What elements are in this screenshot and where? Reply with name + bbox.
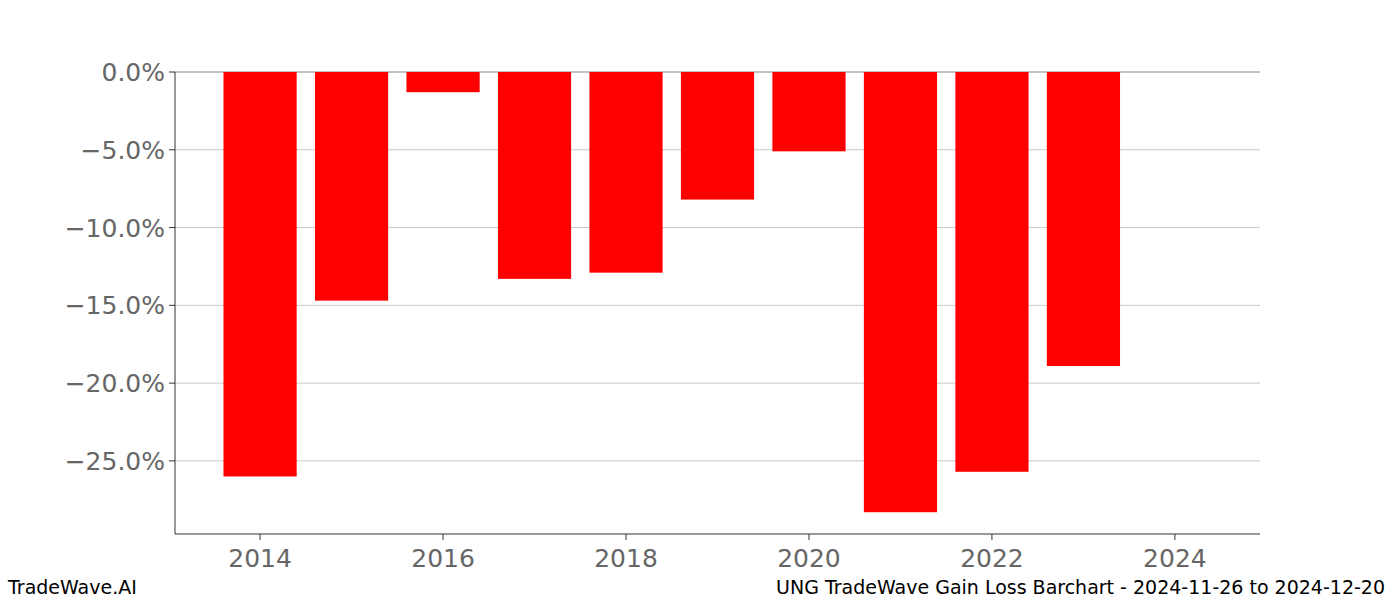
y-tick [169,227,175,228]
bar [406,72,479,92]
bar [955,72,1028,472]
grid-line [175,460,1260,461]
bar [315,72,388,301]
title: UNG TradeWave Gain Loss Barchart - 2024-… [776,576,1385,598]
chart-svg: −25.0% −20.0% −15.0% −10.0% −5.0% 0.0% 2014 201… [0,0,1400,600]
bar [772,72,845,151]
y-tick [169,305,175,306]
x-tick-label: 2014 [228,544,292,573]
y-tick [169,383,175,384]
x-tick [1174,534,1175,540]
annotation: TradeWave.AI [7,576,137,598]
y-tick-label: 0.0% [101,58,165,87]
bar [864,72,937,512]
x-tick [260,534,261,540]
y-tick-label: −5.0% [81,136,165,165]
bars [223,72,1120,512]
x-tick-label: 2024 [1143,544,1207,573]
x-tick [808,534,809,540]
bar [1047,72,1120,366]
y-axis [175,72,176,534]
grid-line [175,383,1260,384]
x-tick-label: 2022 [960,544,1024,573]
y-tick-label: −20.0% [65,369,165,398]
chart-container: −25.0% −20.0% −15.0% −10.0% −5.0% 0.0% 2014 201… [0,0,1400,600]
bar [589,72,662,273]
y-tick-label: −15.0% [65,291,165,320]
y-tick [169,149,175,150]
x-tick-label: 2020 [777,544,841,573]
x-tick-label: 2016 [411,544,475,573]
y-tick-label: −10.0% [65,214,165,243]
x-tick [991,534,992,540]
x-axis [175,534,1260,535]
x-tick [626,534,627,540]
y-tick [169,460,175,461]
bar [498,72,571,279]
y-tick-label: −25.0% [65,447,165,476]
x-tick [443,534,444,540]
x-tick-label: 2018 [594,544,658,573]
bar [681,72,754,200]
bar [223,72,296,476]
y-tick [169,72,175,73]
